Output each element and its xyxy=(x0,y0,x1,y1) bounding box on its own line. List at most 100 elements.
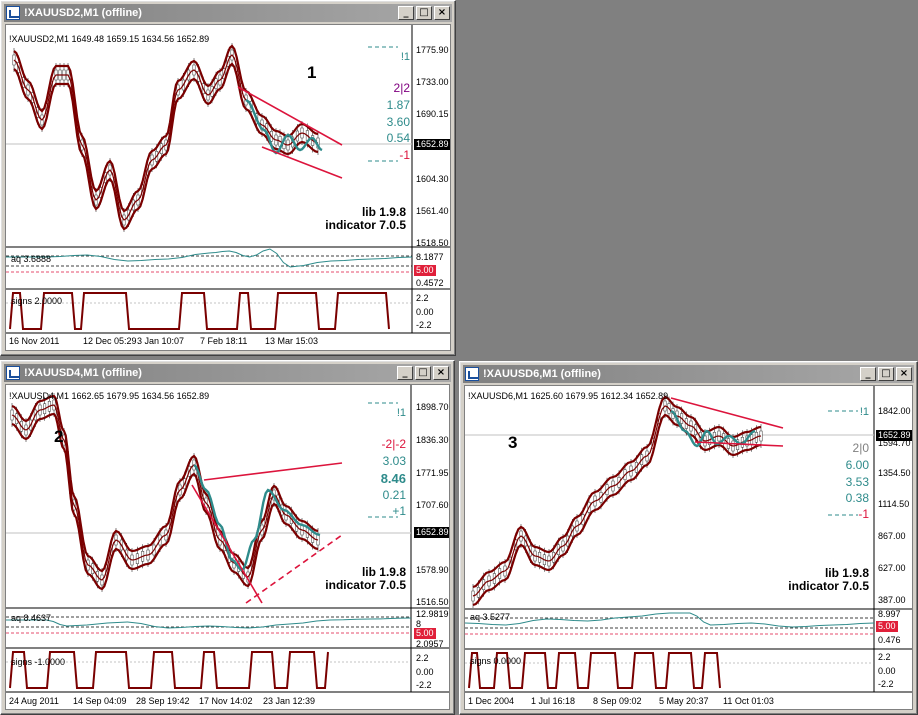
maximize-button[interactable]: □ xyxy=(878,367,894,381)
last-price-tag: 1652.89 xyxy=(876,430,912,441)
close-button[interactable]: × xyxy=(433,366,449,380)
channel-line xyxy=(694,441,784,447)
chart-label: 3 xyxy=(508,433,518,452)
price-tick: 1516.50 xyxy=(416,597,449,607)
aq-label: aq 8.4637 xyxy=(11,613,52,623)
price-tick: 627.00 xyxy=(878,563,906,573)
aq-tick: 0.476 xyxy=(878,635,901,645)
signs-label: signs -1.0000 xyxy=(11,657,66,667)
side-value: 3.53 xyxy=(845,475,869,489)
maximize-button[interactable]: □ xyxy=(416,6,432,20)
signs-line xyxy=(9,651,329,689)
indicator-version: indicator 7.0.5 xyxy=(788,579,869,593)
side-value: !1 xyxy=(396,407,406,419)
aq-level-tag: 5.00 xyxy=(414,628,436,639)
title-bar[interactable]: !XAUUSD4,M1 (offline) _ □ × xyxy=(4,364,451,382)
price-tick: 1578.90 xyxy=(416,565,449,575)
chart-label: 1 xyxy=(307,63,317,82)
chart-app-icon xyxy=(465,367,479,381)
side-value: 3.60 xyxy=(386,115,410,129)
aq-line xyxy=(6,248,413,268)
aq-line xyxy=(465,612,875,628)
price-tick: 1604.30 xyxy=(416,174,449,184)
aq-level-tag: 5.00 xyxy=(876,621,898,632)
chart-window-3[interactable]: !XAUUSD6,M1 (offline) _ □ × !XAUUSD6,M1 … xyxy=(459,361,918,715)
teal-overlay xyxy=(245,99,323,155)
time-tick: 17 Nov 14:02 xyxy=(199,696,253,706)
mid-band xyxy=(13,54,319,221)
minimize-button[interactable]: _ xyxy=(397,366,413,380)
window-title: !XAUUSD2,M1 (offline) xyxy=(24,7,142,19)
time-tick: 3 Jan 10:07 xyxy=(137,336,185,346)
window-title: !XAUUSD4,M1 (offline) xyxy=(24,367,142,379)
price-tick: 387.00 xyxy=(878,595,906,605)
channel-line xyxy=(203,462,343,481)
price-tick: 1733.00 xyxy=(416,77,449,87)
mid-band xyxy=(11,404,319,581)
lower-band xyxy=(13,62,319,231)
side-value: !1 xyxy=(400,51,410,63)
lower-band xyxy=(11,412,319,591)
chart-area[interactable]: !XAUUSD2,M1 1649.48 1659.15 1634.56 1652… xyxy=(5,24,451,351)
side-value: 1.87 xyxy=(386,98,410,112)
time-tick: 13 Mar 15:03 xyxy=(265,336,319,346)
chart-window-2[interactable]: !XAUUSD4,M1 (offline) _ □ × !XAUUSD4,M1 … xyxy=(0,360,455,715)
time-tick: 23 Jan 12:39 xyxy=(263,696,316,706)
signs-label: signs 0.0000 xyxy=(470,656,522,666)
price-chart xyxy=(465,386,912,693)
signs-tick: -2.2 xyxy=(416,680,432,690)
time-tick: 16 Nov 2011 xyxy=(9,336,60,346)
title-bar[interactable]: !XAUUSD2,M1 (offline) _ □ × xyxy=(4,4,452,22)
chart-label: 2 xyxy=(54,427,64,446)
time-tick: 24 Aug 2011 xyxy=(9,696,59,706)
lib-version: lib 1.9.8 xyxy=(361,205,406,219)
price-chart xyxy=(6,25,450,334)
aq-tick: 12.9819 xyxy=(416,609,449,619)
channel-line xyxy=(261,146,343,179)
aq-level-tag: 5.00 xyxy=(414,265,436,276)
minimize-button[interactable]: _ xyxy=(860,367,876,381)
channel-line xyxy=(237,86,343,146)
channel-line xyxy=(670,397,784,429)
signs-tick: -2.2 xyxy=(416,320,432,330)
price-tick: 1707.60 xyxy=(416,500,449,510)
price-tick: 1775.90 xyxy=(416,45,449,55)
channel-line xyxy=(191,484,263,604)
price-tick: 1898.70 xyxy=(416,402,449,412)
last-price-tag: 1652.89 xyxy=(414,527,449,538)
price-tick: 1354.50 xyxy=(878,468,911,478)
lower-band xyxy=(472,413,762,607)
close-button[interactable]: × xyxy=(896,367,912,381)
side-value: !1 xyxy=(859,406,869,418)
price-tick: 1561.40 xyxy=(416,206,449,216)
chart-area[interactable]: !XAUUSD6,M1 1625.60 1679.95 1612.34 1652… xyxy=(464,385,913,710)
aq-tick: 8.997 xyxy=(878,609,901,619)
aq-line xyxy=(6,617,412,629)
side-value: 0.54 xyxy=(386,131,410,145)
upper-band xyxy=(11,394,319,573)
price-tick: 867.00 xyxy=(878,531,906,541)
maximize-button[interactable]: □ xyxy=(415,366,431,380)
signs-label: signs 2.0000 xyxy=(11,296,63,306)
aq-label: aq 3.5277 xyxy=(470,612,511,622)
indicator-version: indicator 7.0.5 xyxy=(325,578,406,592)
signs-line xyxy=(468,652,721,689)
price-tick: 1594.70 xyxy=(878,438,911,448)
aq-tick: 2.0957 xyxy=(416,639,444,649)
price-chart xyxy=(6,385,449,693)
side-value: -2|-2 xyxy=(381,437,406,451)
side-value: -1 xyxy=(858,507,869,521)
close-button[interactable]: × xyxy=(434,6,450,20)
minimize-button[interactable]: _ xyxy=(398,6,414,20)
price-tick: 1836.30 xyxy=(416,435,449,445)
signs-tick: 2.2 xyxy=(878,652,891,662)
side-value: 0.21 xyxy=(382,488,406,502)
price-tick: 1690.15 xyxy=(416,109,449,119)
title-bar[interactable]: !XAUUSD6,M1 (offline) _ □ × xyxy=(463,365,914,383)
lib-version: lib 1.9.8 xyxy=(824,566,869,580)
signs-tick: -2.2 xyxy=(878,679,894,689)
aq-label: aq 3.6888 xyxy=(11,254,52,264)
chart-area[interactable]: !XAUUSD4,M1 1662.65 1679.95 1634.56 1652… xyxy=(5,384,450,710)
chart-window-1[interactable]: !XAUUSD2,M1 (offline) _ □ × !XAUUSD2,M1 … xyxy=(0,0,456,356)
aq-tick: 8 xyxy=(416,619,422,629)
